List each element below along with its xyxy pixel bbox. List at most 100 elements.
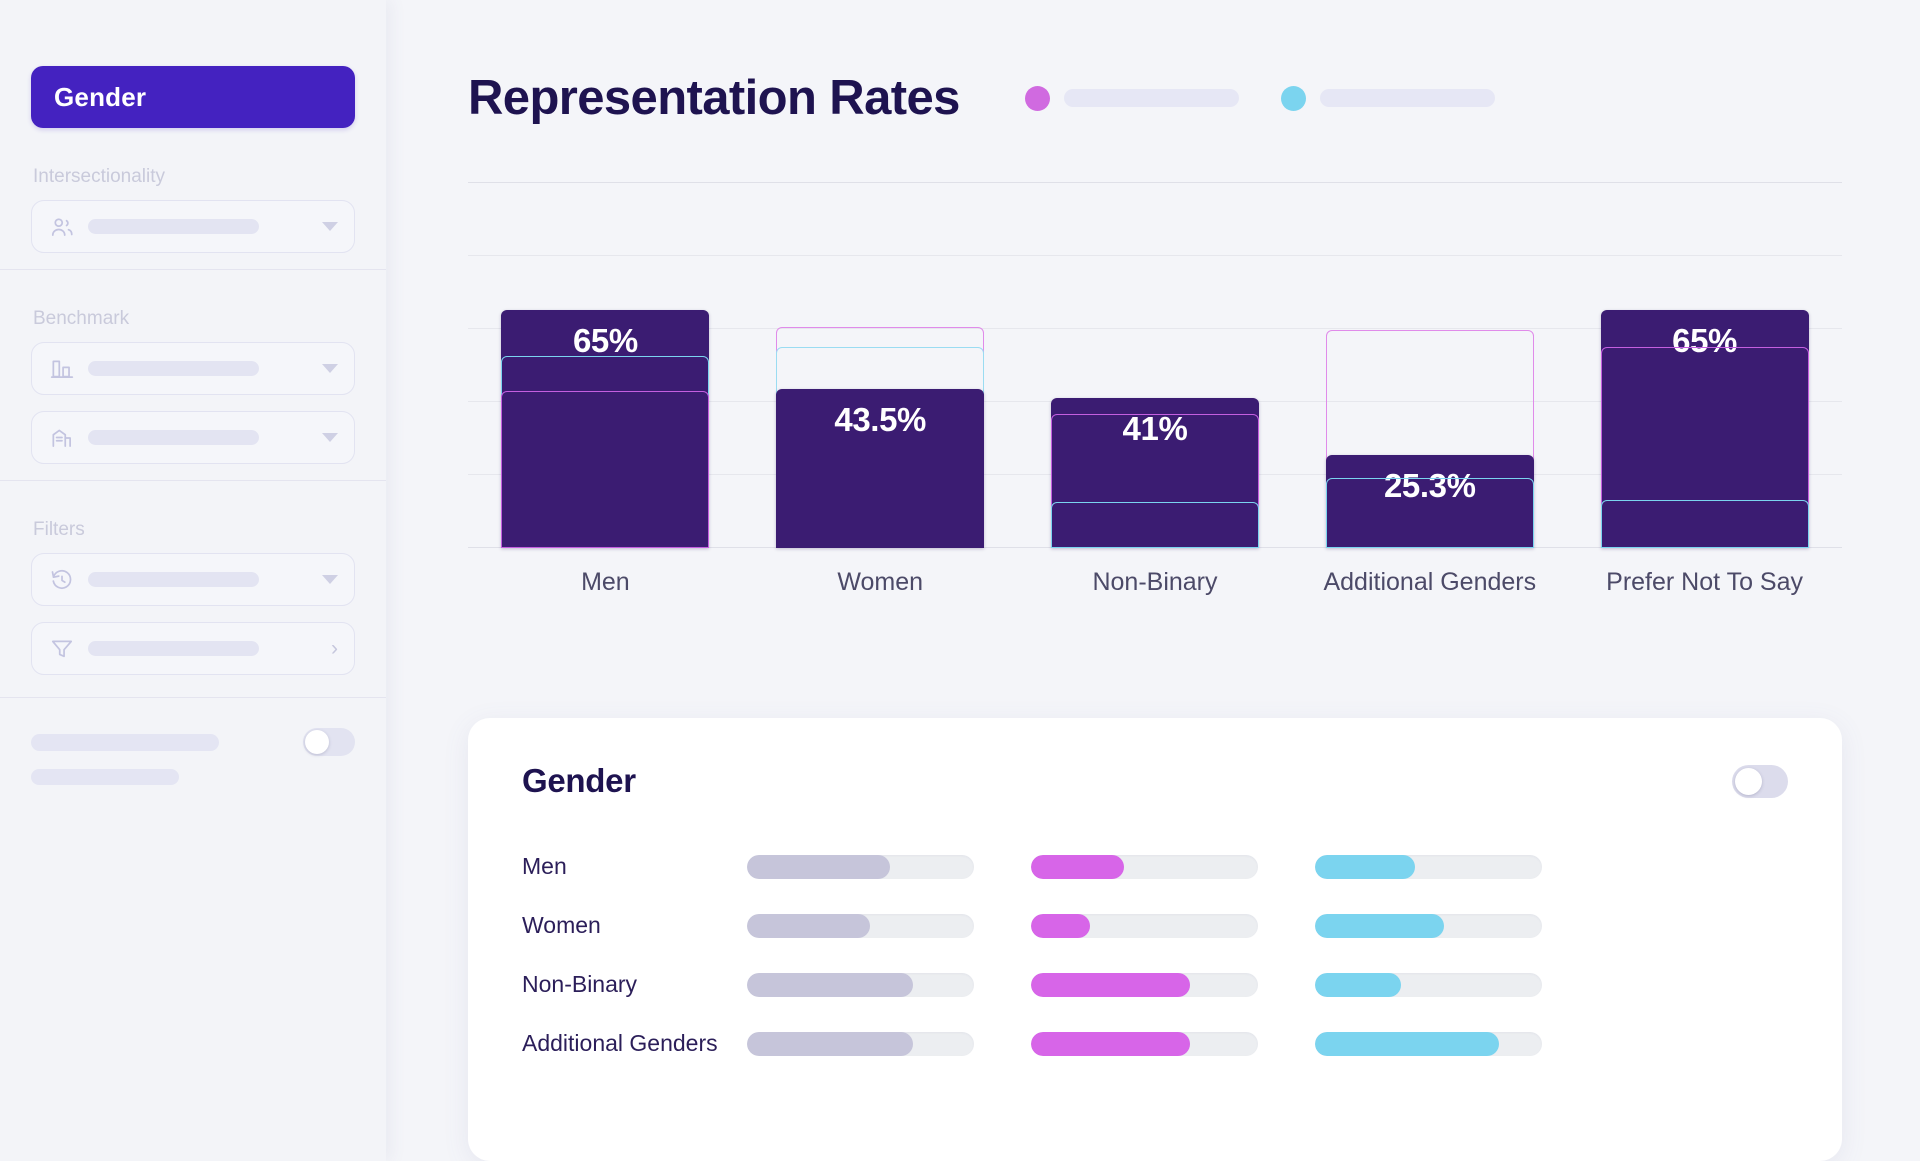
bar-prefer-not-to-say[interactable]: 65%: [1600, 310, 1809, 548]
row-bar-grey-non-binary[interactable]: [747, 972, 974, 997]
legend-label-magenta-placeholder: [1063, 89, 1239, 107]
gridline-80: [468, 255, 1842, 256]
bar-additional-genders[interactable]: 25.3%: [1325, 455, 1534, 548]
row-label-additional-genders: Additional Genders: [522, 1030, 718, 1056]
gridline-60: [468, 328, 1842, 329]
sidebar-divider: [0, 697, 386, 698]
sidebar-footer-toggle-row: [31, 728, 355, 756]
bar-value-men: 65%: [572, 322, 638, 360]
sidebar-section-label-benchmark: Benchmark: [33, 308, 130, 329]
row-bar-magenta-additional-genders[interactable]: [1031, 1031, 1258, 1056]
row-bar-cyan-additional-genders[interactable]: [1315, 1031, 1542, 1056]
sidebar-footer-label-placeholder: [31, 733, 219, 751]
bar-group-non-binary: 41%: [1018, 182, 1293, 548]
row-bar-magenta-fill: [1031, 854, 1125, 879]
row-bar-magenta-fill: [1031, 1031, 1190, 1056]
row-bar-cyan-fill: [1315, 854, 1415, 879]
sidebar-section-intersectionality: Intersectionality: [0, 166, 386, 253]
sidebar-footer-subtext-placeholder: [31, 769, 179, 785]
page-title: Representation Rates: [468, 71, 960, 125]
benchmark-org-value-placeholder: [88, 430, 259, 445]
legend-dot-magenta: [1024, 85, 1050, 111]
chart-x-axis: Men Women Non-Binary Additional Genders …: [468, 568, 1842, 597]
bar-women[interactable]: 43.5%: [776, 388, 985, 548]
sidebar-item-gender-label: Gender: [54, 81, 147, 112]
x-axis-label-non-binary: Non-Binary: [1092, 568, 1218, 596]
benchmark-type-dropdown[interactable]: [31, 342, 355, 395]
time-period-dropdown[interactable]: [31, 553, 355, 606]
intersectionality-value-placeholder: [88, 219, 259, 234]
bar-men[interactable]: 65%: [501, 310, 710, 548]
row-bar-cyan-non-binary[interactable]: [1315, 972, 1542, 997]
x-axis-label-prefer-not-to-say: Prefer Not To Say: [1606, 568, 1804, 596]
sidebar-divider: [0, 480, 386, 481]
bar-chart: 65% 43.5%: [468, 182, 1842, 597]
sidebar-item-gender[interactable]: Gender: [31, 66, 355, 128]
row-bar-magenta-men[interactable]: [1031, 854, 1258, 879]
advanced-filters-button[interactable]: ›: [31, 622, 355, 675]
legend-item-cyan[interactable]: [1280, 85, 1495, 111]
row-bar-grey-fill: [747, 913, 870, 938]
row-label-women: Women: [522, 912, 601, 938]
funnel-icon: [49, 636, 75, 662]
row-bar-magenta-non-binary[interactable]: [1031, 972, 1258, 997]
chart-legend: [1024, 85, 1495, 111]
bar-value-women: 43.5%: [834, 400, 926, 438]
time-period-value-placeholder: [88, 572, 259, 587]
intersectionality-dropdown[interactable]: [31, 200, 355, 253]
sidebar-section-label-intersectionality: Intersectionality: [33, 166, 166, 187]
chevron-down-icon: [322, 575, 338, 584]
legend-dot-cyan: [1280, 85, 1306, 111]
row-bar-grey-men[interactable]: [747, 854, 974, 879]
benchmark-org-dropdown[interactable]: [31, 411, 355, 464]
row-bar-magenta-fill: [1031, 972, 1190, 997]
sidebar: Gender Intersectionality Benchmark: [0, 0, 386, 1161]
sidebar-header: Gender: [0, 0, 386, 128]
bar-value-non-binary: 41%: [1122, 409, 1188, 447]
bar-group-women: 43.5%: [743, 182, 1018, 548]
chart-bars: 65% 43.5%: [468, 182, 1842, 548]
sidebar-footer: [0, 698, 386, 785]
row-bar-cyan-fill: [1315, 972, 1402, 997]
gender-breakdown-card: Gender Men Women: [468, 718, 1842, 1161]
main-content: Representation Rates: [386, 0, 1920, 1161]
bar-value-additional-genders: 25.3%: [1383, 467, 1476, 505]
advanced-filters-value-placeholder: [88, 641, 259, 656]
bar-non-binary[interactable]: 41%: [1050, 397, 1259, 548]
sidebar-footer-toggle[interactable]: [303, 728, 355, 756]
sidebar-footer-toggle-knob: [305, 730, 329, 754]
chevron-down-icon: [322, 364, 338, 373]
x-axis-label-additional-genders: Additional Genders: [1323, 568, 1537, 596]
row-label-men: Men: [522, 853, 567, 879]
row-bar-grey-fill: [747, 972, 913, 997]
row-bar-cyan-women[interactable]: [1315, 913, 1542, 938]
bar-group-men: 65%: [468, 182, 743, 548]
row-bar-grey-additional-genders[interactable]: [747, 1031, 974, 1056]
table-row: Women: [522, 896, 1788, 955]
card-toggle[interactable]: [1732, 764, 1788, 798]
sidebar-section-label-filters: Filters: [33, 519, 85, 540]
sidebar-section-filters: Filters ›: [0, 519, 386, 675]
x-axis-label-men: Men: [581, 568, 630, 596]
card-header: Gender: [522, 762, 1788, 800]
chevron-down-icon: [322, 433, 338, 442]
row-bar-cyan-fill: [1315, 913, 1445, 938]
bar-chart-icon: [49, 356, 75, 382]
chart-plot-area: 65% 43.5%: [468, 182, 1842, 548]
legend-item-magenta[interactable]: [1024, 85, 1239, 111]
row-bar-cyan-fill: [1315, 1031, 1499, 1056]
row-label-non-binary: Non-Binary: [522, 971, 638, 997]
building-icon: [49, 425, 75, 451]
row-bar-cyan-men[interactable]: [1315, 854, 1542, 879]
row-bar-magenta-women[interactable]: [1031, 913, 1258, 938]
table-row: Non-Binary: [522, 955, 1788, 1014]
people-icon: [49, 214, 75, 240]
legend-label-cyan-placeholder: [1319, 89, 1495, 107]
row-bar-grey-women[interactable]: [747, 913, 974, 938]
gridline-100: [468, 182, 1842, 183]
chevron-right-icon: ›: [331, 637, 338, 660]
sidebar-section-benchmark: Benchmark: [0, 308, 386, 464]
card-toggle-knob: [1735, 767, 1762, 795]
bar-value-prefer-not-to-say: 65%: [1672, 322, 1737, 360]
